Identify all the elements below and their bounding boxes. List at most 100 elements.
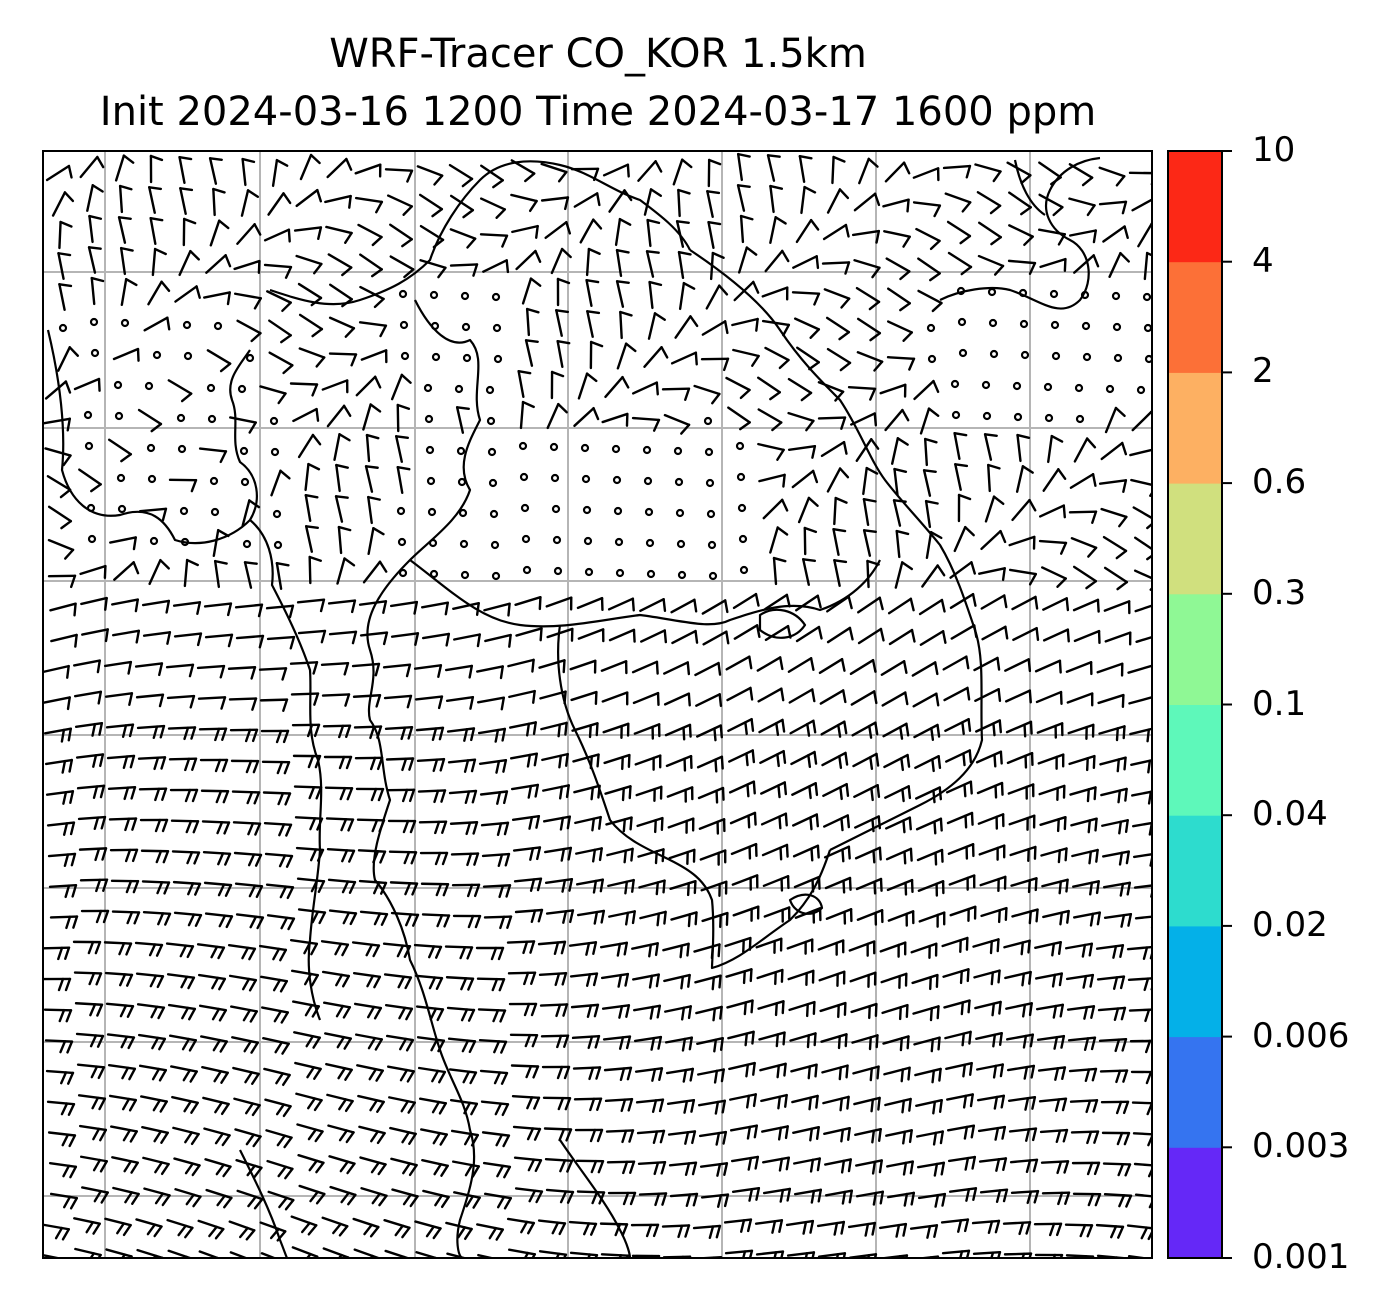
wind-barb	[1034, 1253, 1064, 1258]
wind-barb	[327, 599, 357, 614]
calm-wind-marker	[708, 571, 718, 581]
wind-barb	[696, 1037, 724, 1053]
wind-barb	[259, 975, 289, 993]
wind-barb	[760, 812, 788, 830]
wind-barb	[579, 218, 603, 244]
wind-barb	[480, 821, 510, 836]
wind-barb	[1010, 877, 1038, 894]
wind-barb	[638, 1192, 668, 1207]
wind-barb	[540, 721, 568, 738]
calm-wind-marker	[90, 348, 100, 358]
wind-barb	[326, 404, 352, 428]
colorbar-segment	[1168, 593, 1222, 705]
wind-barb	[108, 1094, 138, 1112]
wind-barb	[541, 752, 569, 769]
calm-wind-marker	[549, 442, 559, 452]
calm-wind-marker	[86, 503, 96, 513]
wind-barb	[821, 751, 849, 769]
wind-barb	[819, 689, 847, 705]
colorbar-tick-label: 0.1	[1252, 683, 1307, 724]
wind-barb	[446, 1006, 476, 1022]
wind-barb	[243, 561, 258, 589]
calm-wind-marker	[399, 320, 409, 330]
wind-barb	[798, 154, 813, 184]
wind-barb	[141, 880, 171, 895]
wind-barb	[299, 153, 321, 181]
wind-barb	[793, 317, 821, 339]
calm-wind-marker	[550, 473, 560, 483]
wind-barb	[445, 695, 475, 710]
wind-barb	[79, 155, 105, 179]
wind-barb	[480, 1100, 510, 1117]
wind-barb	[1101, 1131, 1131, 1146]
wind-barb	[484, 633, 512, 648]
wind-barb	[791, 469, 819, 489]
calm-wind-marker	[674, 477, 684, 487]
wind-barb	[292, 754, 322, 769]
wind-barb	[1039, 1128, 1069, 1144]
calm-wind-marker	[461, 322, 471, 332]
wind-barb	[631, 942, 659, 958]
wind-barb	[672, 158, 693, 186]
wind-barb	[762, 498, 789, 520]
wind-barb	[925, 530, 943, 560]
wind-barb	[942, 968, 970, 985]
wind-barb	[476, 665, 504, 680]
wind-barb	[943, 686, 971, 702]
wind-barb	[212, 187, 226, 217]
wind-barb	[1038, 539, 1068, 555]
wind-barb	[825, 908, 853, 925]
wind-barb	[857, 596, 884, 614]
wind-barb	[328, 1155, 356, 1175]
wind-barb	[258, 944, 288, 962]
wind-barb	[701, 599, 729, 615]
wind-barb	[1066, 1005, 1096, 1020]
wind-barb	[789, 1032, 817, 1049]
wind-barb	[509, 1033, 539, 1048]
wind-barb	[764, 346, 790, 370]
wind-barb	[544, 877, 574, 893]
wind-barb	[510, 193, 538, 213]
wind-barb	[1011, 595, 1039, 611]
wind-barb	[918, 911, 946, 928]
map-title-line2: Init 2024-03-16 1200 Time 2024-03-17 160…	[99, 89, 1097, 135]
wind-barb	[352, 1217, 380, 1238]
wind-barb	[135, 972, 165, 989]
wind-barb	[357, 1094, 385, 1113]
wind-barb	[677, 188, 691, 218]
wind-barb	[142, 1156, 170, 1176]
wind-barb	[1012, 626, 1040, 642]
wind-barb	[882, 198, 910, 213]
wind-barb	[793, 875, 821, 893]
wind-barb	[198, 1250, 221, 1258]
wind-barb	[1098, 725, 1126, 742]
calm-wind-marker	[457, 477, 467, 487]
wind-barb	[234, 882, 264, 899]
wind-barb	[700, 357, 730, 372]
wind-barb	[1127, 977, 1152, 992]
wind-barb	[769, 526, 789, 554]
calm-wind-marker	[87, 534, 97, 544]
calm-wind-marker	[240, 477, 250, 487]
wind-barb	[577, 372, 598, 400]
wind-barb	[978, 844, 1006, 861]
wind-barb	[699, 849, 727, 866]
wind-barb	[1008, 191, 1032, 216]
calm-wind-marker	[957, 317, 967, 327]
wind-barb	[973, 656, 1001, 672]
wind-barb	[1038, 193, 1064, 217]
wind-barb	[478, 1038, 508, 1054]
wind-barb	[235, 634, 265, 649]
calm-wind-marker	[491, 571, 501, 581]
coastlines	[46, 156, 1101, 1258]
wind-barb	[853, 1096, 881, 1113]
wind-barb	[140, 1095, 168, 1113]
wind-barb	[233, 259, 261, 274]
wind-barb	[396, 465, 411, 495]
wind-barb	[640, 629, 668, 644]
wind-barb	[544, 1158, 574, 1173]
calm-wind-marker	[1018, 288, 1028, 298]
wind-barb	[390, 1157, 418, 1177]
wind-barb	[725, 376, 751, 400]
wind-barb	[327, 1124, 355, 1144]
